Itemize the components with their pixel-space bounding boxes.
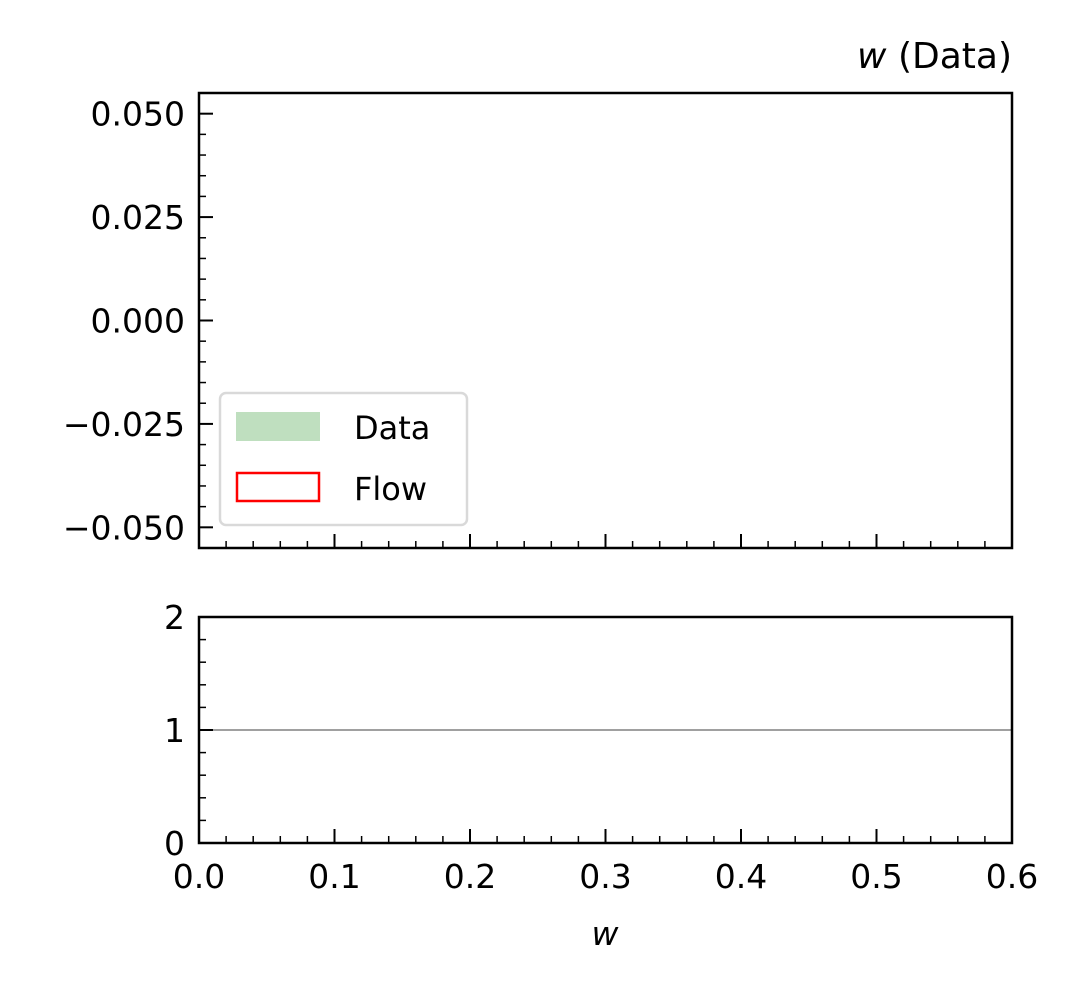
y-tick-label-top: 0.000: [91, 302, 185, 341]
legend-label-flow: Flow: [354, 470, 427, 508]
bottom-panel-tick-labels: 0.0 0.1 0.2 0.3 0.4 0.5 0.6 2 1 0: [164, 598, 1038, 896]
top-panel-tick-labels: 0.050 0.025 0.000 −0.025 −0.050: [63, 95, 185, 548]
y-tick-label-bottom: 2: [164, 598, 185, 637]
legend-swatch-flow: [235, 471, 321, 503]
legend-swatch-data: [236, 412, 320, 441]
x-tick-label: 0.2: [444, 857, 496, 896]
chart-title: w (Data): [857, 36, 1012, 77]
y-tick-label-top: −0.050: [63, 508, 185, 547]
x-tick-label: 0.6: [986, 857, 1038, 896]
x-tick-label: 0.3: [579, 857, 631, 896]
x-tick-label: 0.5: [850, 857, 902, 896]
x-tick-label: 0.4: [715, 857, 767, 896]
chart-title-variable: w: [857, 36, 887, 77]
x-axis-label: w: [592, 914, 620, 953]
y-tick-label-top: 0.050: [91, 95, 185, 134]
x-tick-label: 0.1: [308, 857, 360, 896]
y-tick-label-top: 0.025: [91, 198, 185, 237]
chart-title-suffix: (Data): [887, 36, 1013, 77]
y-tick-label-bottom: 1: [164, 711, 185, 750]
legend-label-data: Data: [354, 409, 430, 447]
y-tick-label-bottom: 0: [164, 824, 185, 863]
top-panel-frame: [197, 91, 1014, 550]
y-tick-label-top: −0.025: [63, 405, 185, 444]
x-tick-label: 0.0: [173, 857, 225, 896]
bottom-panel-frame: [197, 615, 1014, 845]
legend: Data Flow: [218, 391, 469, 527]
